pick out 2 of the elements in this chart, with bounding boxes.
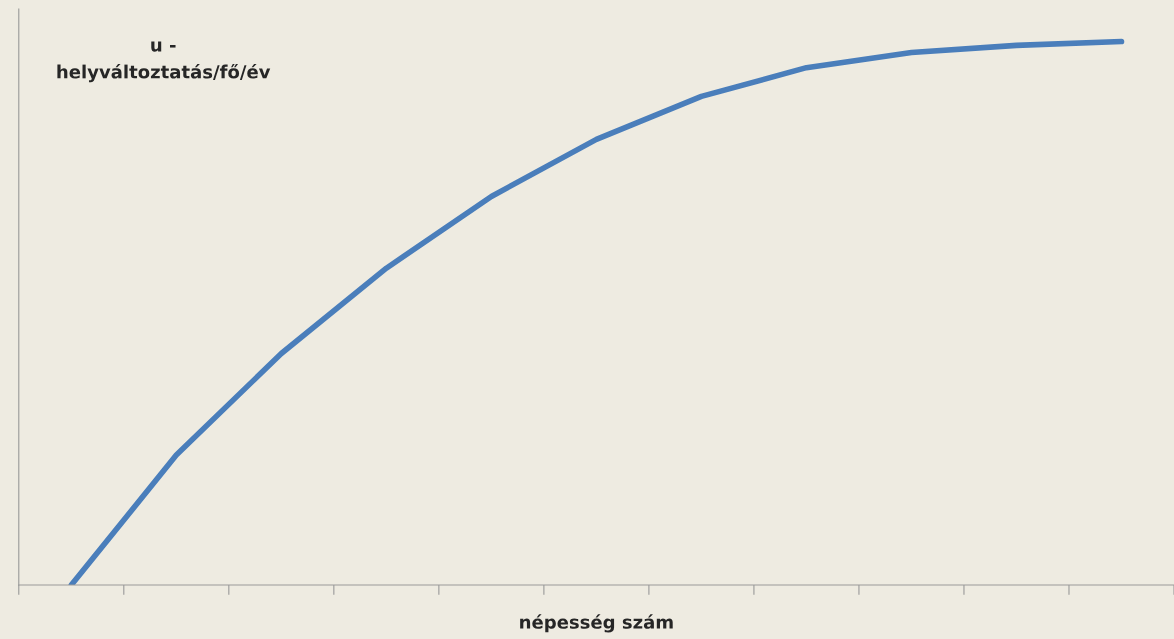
x-axis-title: népesség szám — [520, 614, 673, 633]
y-axis-title: u - helyváltoztatás/fő/év — [57, 41, 271, 83]
